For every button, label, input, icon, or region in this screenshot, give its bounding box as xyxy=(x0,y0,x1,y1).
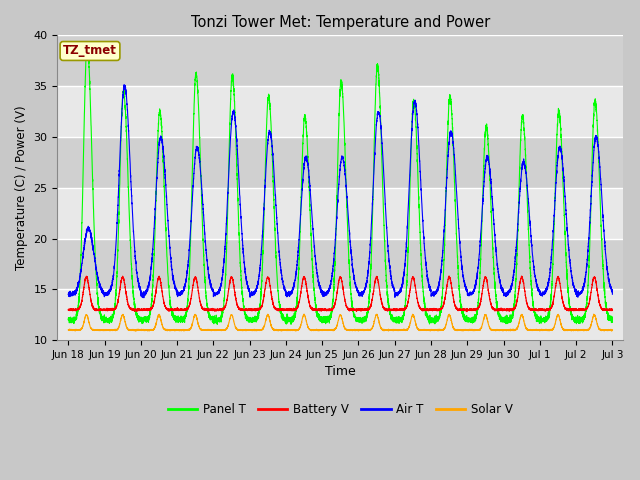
Bar xyxy=(58,188,623,239)
Solar V xyxy=(322,327,330,333)
Text: TZ_tmet: TZ_tmet xyxy=(63,45,117,58)
Battery V xyxy=(586,297,593,302)
Y-axis label: Temperature (C) / Power (V): Temperature (C) / Power (V) xyxy=(15,106,28,270)
Air T xyxy=(477,220,485,226)
Solar V xyxy=(579,327,587,333)
Air T xyxy=(140,295,148,300)
Battery V xyxy=(250,307,257,313)
Line: Battery V: Battery V xyxy=(68,276,612,312)
Line: Panel T: Panel T xyxy=(68,42,612,324)
Panel T xyxy=(477,232,485,238)
Panel T xyxy=(609,319,616,325)
Bar xyxy=(58,36,623,86)
Air T xyxy=(462,286,470,292)
Battery V xyxy=(445,273,452,279)
Panel T xyxy=(322,314,330,320)
Solar V xyxy=(609,327,616,333)
Solar V xyxy=(477,324,485,330)
Air T xyxy=(609,291,616,297)
Solar V xyxy=(586,325,593,331)
Battery V xyxy=(477,295,485,301)
Bar xyxy=(58,86,623,137)
Solar V xyxy=(462,327,470,333)
Panel T xyxy=(586,243,593,249)
Battery V xyxy=(609,308,616,313)
Air T xyxy=(250,290,257,296)
X-axis label: Time: Time xyxy=(325,365,356,379)
Air T xyxy=(65,291,72,297)
Panel T xyxy=(579,318,587,324)
Panel T xyxy=(83,39,91,45)
Bar xyxy=(58,239,623,289)
Air T xyxy=(586,221,593,227)
Battery V xyxy=(65,307,72,312)
Battery V xyxy=(579,308,587,313)
Panel T xyxy=(462,314,470,320)
Line: Solar V: Solar V xyxy=(68,314,612,331)
Line: Air T: Air T xyxy=(68,85,612,298)
Legend: Panel T, Battery V, Air T, Solar V: Panel T, Battery V, Air T, Solar V xyxy=(163,398,518,420)
Panel T xyxy=(65,316,72,322)
Air T xyxy=(322,291,330,297)
Air T xyxy=(579,284,587,290)
Solar V xyxy=(250,327,257,333)
Solar V xyxy=(300,311,308,317)
Bar xyxy=(58,289,623,340)
Panel T xyxy=(250,318,257,324)
Solar V xyxy=(132,328,140,334)
Battery V xyxy=(322,307,330,313)
Solar V xyxy=(65,327,72,333)
Title: Tonzi Tower Met: Temperature and Power: Tonzi Tower Met: Temperature and Power xyxy=(191,15,490,30)
Air T xyxy=(120,82,128,88)
Battery V xyxy=(462,307,470,313)
Bar xyxy=(58,137,623,188)
Panel T xyxy=(213,322,221,327)
Battery V xyxy=(463,309,471,314)
